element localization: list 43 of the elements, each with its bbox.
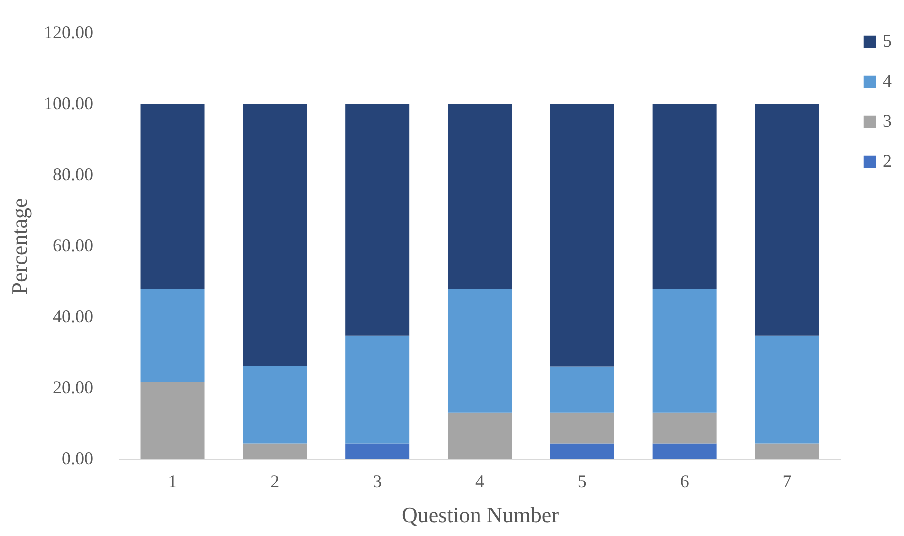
bar — [755, 336, 820, 444]
bar — [448, 104, 512, 290]
legend-label: 2 — [883, 151, 892, 171]
x-tick-label: 2 — [270, 472, 280, 492]
bar — [346, 104, 410, 336]
x-tick-label: 7 — [782, 472, 792, 492]
y-tick-label: 100.00 — [44, 94, 94, 114]
bar — [346, 444, 410, 459]
bar — [755, 444, 820, 459]
bar — [448, 412, 512, 459]
x-tick-label: 5 — [578, 472, 587, 492]
x-axis-title: Question Number — [402, 502, 560, 528]
y-axis-title: Percentage — [7, 198, 32, 295]
x-tick-label: 3 — [373, 472, 382, 492]
y-tick-label: 0.00 — [62, 448, 94, 468]
bar — [140, 289, 205, 382]
bar — [652, 444, 717, 459]
bar — [448, 289, 512, 413]
bar — [652, 104, 717, 290]
legend-label: 4 — [883, 71, 892, 91]
y-tick-label: 120.00 — [44, 22, 94, 42]
legend-label: 3 — [883, 111, 892, 131]
bar — [243, 366, 308, 444]
bar — [140, 382, 205, 459]
bar — [346, 336, 410, 444]
bar — [243, 444, 308, 459]
x-tick-label: 1 — [168, 472, 178, 492]
bar — [550, 412, 614, 444]
bar — [652, 412, 717, 444]
bar — [550, 366, 614, 413]
x-tick-label: 4 — [476, 472, 484, 492]
bar — [243, 104, 308, 366]
y-tick-label: 80.00 — [53, 164, 94, 184]
bar — [755, 104, 820, 336]
y-tick-label: 60.00 — [53, 236, 94, 256]
y-tick-label: 20.00 — [53, 378, 94, 398]
bar — [140, 104, 205, 290]
bar — [550, 104, 614, 367]
bar — [652, 289, 717, 413]
x-tick-label: 6 — [680, 472, 690, 492]
bar — [550, 444, 614, 459]
y-tick-label: 40.00 — [53, 306, 94, 326]
legend-label: 5 — [883, 31, 892, 51]
